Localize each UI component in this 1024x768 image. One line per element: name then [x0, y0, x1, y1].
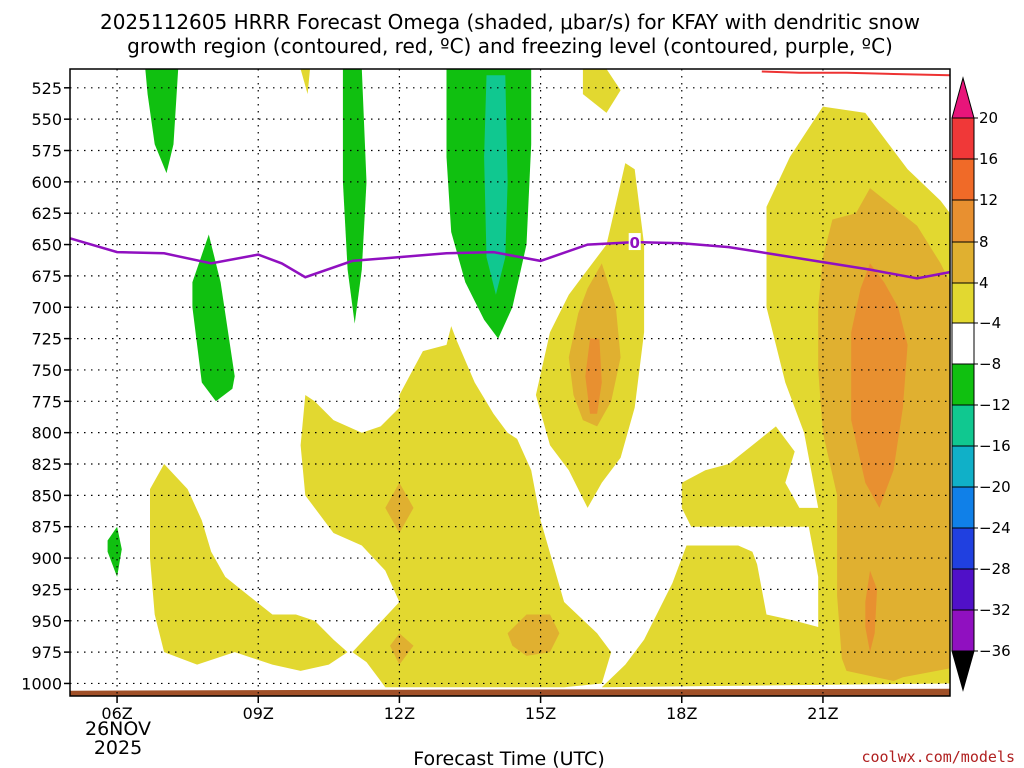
colorbar-label: 8: [979, 233, 989, 251]
colorbar-swatch: [951, 568, 975, 611]
date-label-year: 2025: [94, 737, 142, 759]
x-tick-label: 15Z: [525, 704, 556, 723]
colorbar-label: −8: [979, 355, 1001, 373]
freezing-level-label: 0: [629, 234, 639, 252]
x-tick-label: 06Z: [101, 704, 132, 723]
colorbar-swatch: [951, 445, 975, 488]
x-tick-label: 12Z: [384, 704, 415, 723]
x-tick-label: 18Z: [666, 704, 697, 723]
y-tick-label: 650: [31, 236, 62, 255]
omega-region-5: [484, 75, 508, 295]
chart-title-line-1: 2025112605 HRRR Forecast Omega (shaded, …: [100, 10, 920, 34]
omega-region-17: [851, 263, 908, 508]
ground-surface: [70, 688, 950, 696]
omega-shading: [107, 69, 950, 688]
colorbar-label: −4: [979, 314, 1001, 332]
y-tick-label: 750: [31, 361, 62, 380]
y-tick-label: 525: [31, 79, 62, 98]
colorbar-swatch: [951, 486, 975, 529]
colorbar-swatch: [951, 363, 975, 406]
y-tick-label: 575: [31, 142, 62, 161]
freezing-level-line: [69, 237, 951, 280]
freezing-level-label-bg: [628, 233, 641, 251]
y-tick-label: 600: [31, 173, 62, 192]
plot-frame: [69, 68, 951, 697]
chart-title-line-2: growth region (contoured, red, ºC) and f…: [127, 34, 893, 58]
omega-region-14: [385, 482, 414, 533]
omega-region-16: [507, 614, 560, 656]
y-tick-label: 725: [31, 330, 62, 349]
omega-region-7: [582, 69, 621, 113]
y-tick-label: 925: [31, 580, 62, 599]
y-tick-label: 800: [31, 424, 62, 443]
colorbar-swatch: [951, 241, 975, 284]
y-tick-label: 825: [31, 455, 62, 474]
omega-region-0: [145, 69, 179, 174]
colorbar-bottom-arrow: [951, 650, 975, 692]
colorbar-label: −28: [979, 560, 1011, 578]
colorbar-swatch: [951, 404, 975, 447]
omega-region-19: [865, 570, 878, 653]
contour-lines: 0: [69, 70, 951, 280]
y-tick-label: 675: [31, 267, 62, 286]
colorbar: 20 16 12 8 4 −4 −8 −12 −16 −20 −24 −28 −32 −36: [951, 76, 1011, 692]
ground-layer: [70, 688, 950, 696]
y-tick-label: 875: [31, 518, 62, 537]
dgz-contour-line: [761, 70, 951, 77]
colorbar-label: 16: [979, 150, 998, 168]
colorbar-label: −20: [979, 478, 1011, 496]
y-tick-label: 550: [31, 110, 62, 129]
colorbar-swatch: [951, 117, 975, 160]
colorbar-label: −16: [979, 437, 1011, 455]
omega-region-15: [390, 633, 414, 665]
y-tick-label: 950: [31, 612, 62, 631]
y-tick-label: 975: [31, 643, 62, 662]
omega-region-1: [192, 234, 235, 402]
x-tick-label: 21Z: [807, 704, 838, 723]
y-tick-label: 900: [31, 549, 62, 568]
omega-region-6: [300, 69, 310, 95]
colorbar-label: −12: [979, 396, 1011, 414]
omega-region-2: [107, 526, 122, 577]
omega-region-10: [300, 326, 612, 688]
x-tick-label: 09Z: [243, 704, 274, 723]
colorbar-label: −32: [979, 601, 1011, 619]
plot-area: 0: [69, 68, 951, 697]
colorbar-label: 12: [979, 191, 998, 209]
colorbar-swatch: [951, 158, 975, 201]
y-tick-label: 850: [31, 486, 62, 505]
colorbar-swatch: [951, 282, 975, 324]
colorbar-swatch: [951, 609, 975, 652]
y-tick-label: 700: [31, 298, 62, 317]
colorbar-swatch: [951, 527, 975, 570]
colorbar-label: 4: [979, 274, 989, 292]
omega-region-11: [150, 464, 348, 671]
y-tick-label: 775: [31, 392, 62, 411]
omega-region-18: [585, 338, 602, 414]
colorbar-swatch: [951, 322, 975, 365]
date-label-day: 26NOV: [85, 718, 151, 740]
y-axis-ticks: 525 550 575 600 625 650 675 700 725 750 775 800 825 8…: [21, 79, 70, 693]
colorbar-label: −36: [979, 642, 1011, 660]
colorbar-label: 20: [979, 109, 998, 127]
colorbar-top-arrow: [951, 76, 975, 119]
colorbar-swatch: [951, 199, 975, 243]
x-axis-ticks: 06Z 09Z 12Z 15Z 18Z 21Z: [101, 696, 839, 723]
y-tick-label: 1000: [21, 674, 62, 693]
credit-link[interactable]: coolwx.com/models: [861, 748, 1015, 766]
x-axis-label: Forecast Time (UTC): [413, 748, 604, 768]
colorbar-label: −24: [979, 519, 1011, 537]
y-tick-label: 625: [31, 204, 62, 223]
